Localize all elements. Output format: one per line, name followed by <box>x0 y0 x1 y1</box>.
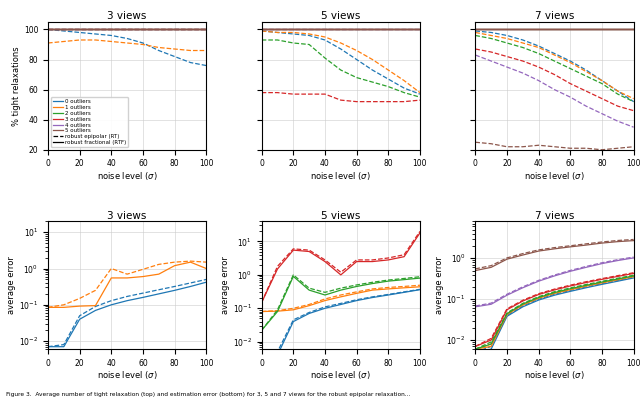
X-axis label: noise level ($\sigma$): noise level ($\sigma$) <box>97 170 157 182</box>
Legend: 0 outliers, 1 outliers, 2 outliers, 3 outliers, 4 outliers, 5 outliers, robust e: 0 outliers, 1 outliers, 2 outliers, 3 ou… <box>51 97 128 147</box>
Title: 5 views: 5 views <box>321 211 360 221</box>
Y-axis label: % tight relaxations: % tight relaxations <box>12 46 21 126</box>
Title: 7 views: 7 views <box>535 11 574 21</box>
Title: 3 views: 3 views <box>108 11 147 21</box>
X-axis label: noise level ($\sigma$): noise level ($\sigma$) <box>97 369 157 381</box>
Text: Figure 3.  Average number of tight relaxation (top) and estimation error (bottom: Figure 3. Average number of tight relaxa… <box>6 392 411 397</box>
X-axis label: noise level ($\sigma$): noise level ($\sigma$) <box>524 170 585 182</box>
X-axis label: noise level ($\sigma$): noise level ($\sigma$) <box>310 170 371 182</box>
Title: 5 views: 5 views <box>321 11 360 21</box>
Y-axis label: average error: average error <box>7 256 17 314</box>
Y-axis label: average error: average error <box>435 256 444 314</box>
Title: 7 views: 7 views <box>535 211 574 221</box>
Y-axis label: average error: average error <box>221 256 230 314</box>
X-axis label: noise level ($\sigma$): noise level ($\sigma$) <box>310 369 371 381</box>
X-axis label: noise level ($\sigma$): noise level ($\sigma$) <box>524 369 585 381</box>
Title: 3 views: 3 views <box>108 211 147 221</box>
